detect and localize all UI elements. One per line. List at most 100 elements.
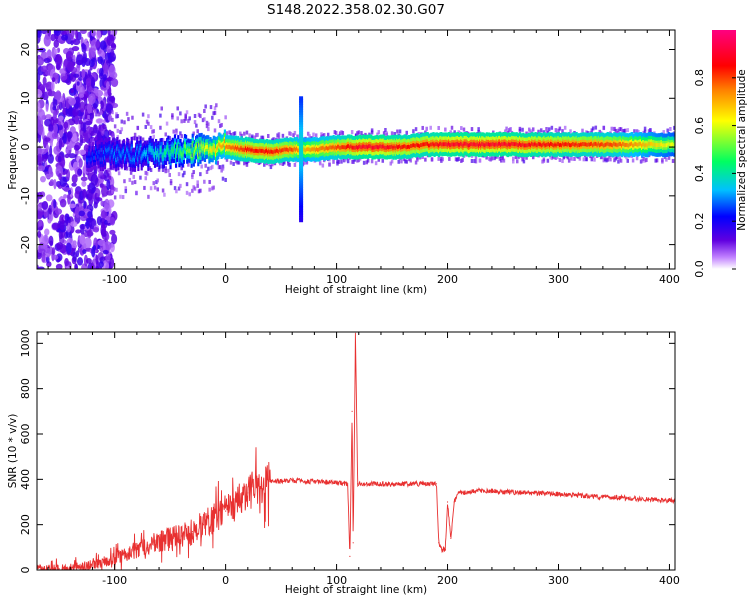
snr-point (369, 483, 371, 485)
spectrogram-noise-cell (53, 199, 57, 209)
spectrogram-ridge-cell (426, 141, 430, 146)
spectrogram-halo-cell (96, 193, 100, 198)
spectrogram-ridge-cell (93, 155, 97, 160)
spectrogram-ridge-cell (292, 148, 295, 153)
spectrogram-halo-cell (623, 128, 627, 133)
spectrogram-ridge-cell (264, 149, 268, 154)
spectrogram-ridge-cell (584, 142, 587, 147)
spectrogram-halo-cell (85, 194, 89, 199)
spectrogram-halo-cell (570, 156, 574, 161)
spectrogram-noise-cell (71, 182, 77, 187)
spectrogram-halo-cell (642, 156, 645, 161)
spectrogram-ridge-cell (466, 142, 470, 147)
spectrogram-halo-cell (654, 158, 657, 163)
spectrogram-ridge-cell (222, 143, 225, 148)
spectrogram-halo-cell (245, 130, 249, 135)
spectrogram-ridge-cell (370, 144, 373, 149)
colorbar-label: Normalized spectral amplitude (736, 69, 748, 230)
spectrogram-noise-cell (109, 257, 115, 269)
spectrogram-halo-cell (191, 188, 194, 193)
spectrogram-spike-cell (299, 176, 304, 181)
spectrogram-ridge-cell (201, 146, 204, 151)
colorbar-tick-label: 0.4 (693, 165, 706, 183)
spectrogram-ridge-cell (471, 142, 474, 146)
spectrogram-spike-cell (299, 115, 304, 120)
spectrogram-ridge-cell (243, 148, 246, 153)
snr-point (351, 410, 353, 412)
spectrogram-ridge-cell (555, 143, 558, 148)
spectrogram-ridge-cell (524, 143, 527, 148)
spectrogram-ridge-cell (625, 142, 628, 147)
spectrogram-halo-cell (356, 131, 359, 136)
spectrogram-ridge-cell (528, 142, 532, 147)
spectrogram-noise-cell (51, 222, 60, 230)
spectrogram-noise-cell (37, 145, 42, 157)
spectrogram-halo-cell (440, 156, 443, 161)
spectrogram-ridge-cell (339, 145, 342, 150)
spectrogram-noise-cell (90, 76, 96, 89)
spectrogram-ridge-cell (647, 141, 650, 146)
spectrogram-halo-cell (357, 130, 361, 135)
snr-point (191, 530, 193, 533)
spectrogram-halo-cell (221, 166, 225, 171)
spectrogram-ridge-cell (343, 145, 346, 150)
spectrogram-halo-cell (598, 129, 602, 134)
spectrogram-ridge-cell (663, 143, 666, 148)
spectrogram-spike-cell (299, 193, 304, 198)
spectrogram-ridge-cell (659, 142, 663, 147)
spectrogram-ridge-cell (535, 143, 538, 148)
spectrogram-halo-cell (145, 171, 149, 176)
spectrogram-noise-cell (64, 257, 69, 267)
spectrogram-ridge-cell (568, 143, 572, 148)
spectrogram-halo-cell (107, 168, 110, 173)
spectrogram-halo-cell (171, 113, 174, 118)
spectrogram-spike-cell (299, 132, 304, 137)
spectrogram-ridge-cell (664, 143, 667, 148)
spectrogram-ridge-cell (324, 146, 327, 151)
spectrogram-halo-cell (578, 156, 582, 161)
spectrogram-halo-cell (217, 119, 221, 124)
spectrogram-halo-cell (602, 126, 606, 131)
spectrogram-ridge-cell (624, 143, 627, 147)
spectrogram-halo-cell (377, 130, 381, 135)
spectrogram-halo-cell (666, 128, 669, 133)
spectrogram-halo-cell (390, 159, 394, 164)
snr-y-tick-label: 400 (19, 469, 32, 490)
spectrogram-halo-cell (338, 131, 342, 136)
snr-line-layer (37, 332, 675, 570)
spectrogram-noise-cell (72, 251, 77, 263)
spectrogram-halo-cell (185, 190, 189, 195)
spectrogram-ridge-cell (592, 143, 595, 148)
spectrogram-halo-cell (177, 186, 181, 191)
spectrogram-ridge-cell (290, 147, 293, 152)
spectrogram-ridge-cell (186, 150, 189, 154)
spectrogram-halo-cell (205, 169, 209, 174)
spectrogram-halo-cell (88, 193, 92, 198)
spectrogram-ridge-cell (231, 145, 234, 150)
spectrogram-halo-cell (164, 132, 167, 137)
spectrogram-halo-cell (111, 117, 114, 122)
spectrogram-ridge-cell (198, 142, 201, 147)
spectrogram-ridge-cell (408, 144, 411, 149)
spectrogram-halo-cell (244, 159, 247, 164)
spectrogram-heatmap (37, 30, 675, 269)
spectrogram-halo-cell (229, 160, 233, 165)
spectrogram-ridge-cell (646, 143, 649, 148)
spectrogram-ridge-cell (131, 158, 134, 163)
spectrogram-ridge-cell (123, 156, 127, 161)
spectrogram-halo-cell (191, 175, 194, 180)
spectrogram-halo-cell (353, 157, 357, 162)
spectrogram-halo-cell (444, 127, 447, 132)
spectrogram-noise-cell (45, 194, 53, 202)
spectrogram-halo-cell (512, 159, 515, 164)
spectrogram-ridge-cell (108, 146, 111, 151)
spectrogram-halo-cell (179, 183, 182, 188)
spectrogram-ridge-cell (255, 148, 259, 153)
spectrogram-ridge-cell (534, 141, 537, 146)
spectrogram-spike-cell (299, 191, 304, 196)
spectrogram-halo-cell (195, 123, 198, 128)
spectrogram-halo-cell (545, 127, 548, 132)
spectrogram-ridge-cell (430, 142, 433, 147)
spectrogram-ridge-cell (548, 143, 552, 148)
spectrogram-halo-cell (312, 132, 315, 137)
